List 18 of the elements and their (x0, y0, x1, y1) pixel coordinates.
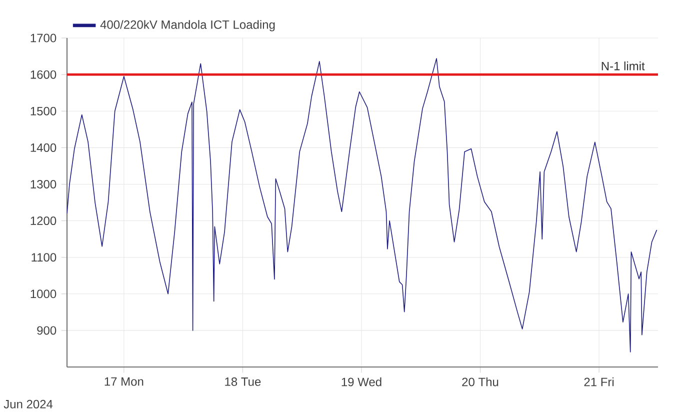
line-series (67, 58, 658, 352)
x-tick-label: 17 Mon (104, 377, 144, 386)
y-tick-label: 1300 (30, 180, 56, 188)
y-tick-label: 1100 (32, 253, 56, 262)
ref-line-label: N-1 limit (602, 62, 645, 70)
legend-label: 400/220kV Mandola ICT Loading (100, 20, 275, 32)
y-tick-label: 1700 (30, 34, 56, 42)
text: Jun 2024 (4, 400, 53, 408)
x-tick-label: 18 Tue (225, 377, 261, 386)
x-tick-label: 21 Fri (584, 377, 614, 386)
y-tick-label: 1500 (30, 106, 56, 116)
y-tick-label: 1600 (30, 70, 56, 79)
y-tick-label: 1000 (30, 290, 56, 298)
y-tick-label: 900 (37, 326, 56, 335)
x-tick-label: 20 Thu (462, 377, 498, 386)
x-tick-label: 19 Wed (342, 377, 382, 386)
y-tick-label: 1200 (30, 216, 56, 226)
y-tick-label: 1400 (30, 143, 56, 152)
